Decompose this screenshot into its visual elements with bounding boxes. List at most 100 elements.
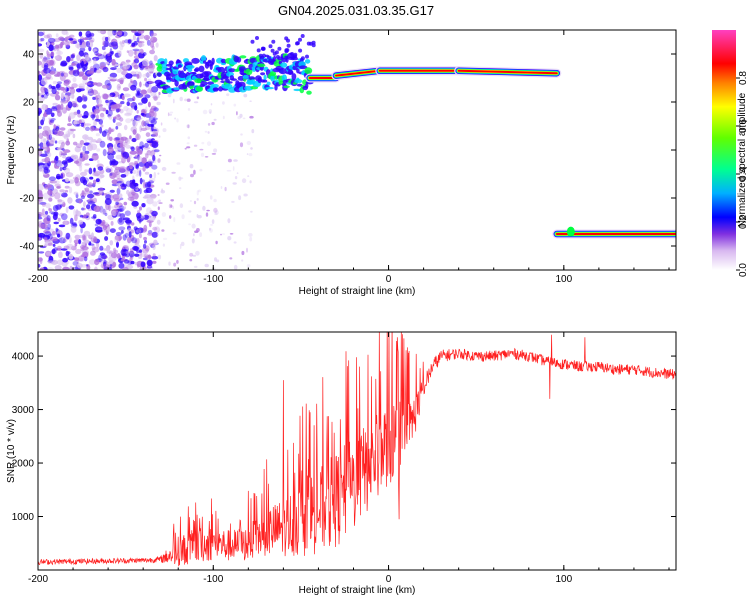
band-blob bbox=[177, 64, 182, 68]
noise-blob bbox=[172, 232, 177, 235]
noise-blob bbox=[38, 211, 43, 218]
noise-blob bbox=[43, 34, 51, 39]
noise-blob bbox=[136, 237, 140, 245]
noise-blob bbox=[120, 174, 127, 178]
noise-blob bbox=[124, 210, 131, 216]
noise-blob bbox=[124, 113, 132, 116]
noise-blob bbox=[157, 172, 160, 175]
noise-blob bbox=[78, 119, 82, 124]
noise-blob bbox=[97, 159, 100, 164]
noise-blob bbox=[66, 56, 71, 63]
noise-blob bbox=[38, 125, 42, 130]
band-blob bbox=[198, 65, 205, 73]
band-blob bbox=[278, 68, 287, 75]
x-tick-label: -200 bbox=[28, 574, 48, 585]
noise-blob bbox=[82, 37, 89, 41]
noise-blob bbox=[222, 101, 225, 105]
noise-blob bbox=[78, 239, 82, 245]
noise-blob bbox=[118, 217, 123, 223]
noise-blob bbox=[186, 146, 191, 149]
noise-blob bbox=[53, 124, 56, 130]
noise-blob bbox=[47, 260, 55, 265]
noise-blob bbox=[92, 82, 98, 86]
noise-blob bbox=[233, 103, 237, 107]
noise-blob bbox=[149, 60, 153, 66]
noise-blob bbox=[200, 152, 205, 157]
spectral-blobs bbox=[38, 30, 676, 270]
noise-blob bbox=[74, 146, 82, 153]
noise-blob bbox=[71, 83, 78, 88]
noise-blob bbox=[79, 44, 87, 49]
noise-blob bbox=[199, 232, 203, 238]
noise-blob bbox=[100, 30, 107, 35]
noise-blob bbox=[45, 251, 51, 256]
noise-blob bbox=[68, 112, 76, 119]
noise-blob bbox=[133, 246, 140, 252]
noise-blob bbox=[131, 237, 138, 244]
colorbar-tick-label: 0.6 bbox=[738, 119, 749, 133]
band-blob bbox=[156, 72, 162, 77]
noise-blob bbox=[82, 104, 87, 109]
noise-blob bbox=[248, 233, 253, 237]
band-blob bbox=[250, 39, 255, 44]
band-blob bbox=[284, 55, 289, 60]
noise-blob bbox=[135, 174, 139, 177]
noise-blob bbox=[125, 144, 131, 149]
noise-blob bbox=[130, 229, 135, 234]
plot-frame bbox=[37, 331, 677, 571]
noise-blob bbox=[139, 81, 142, 88]
noise-blob bbox=[133, 160, 139, 164]
noise-blob bbox=[209, 111, 212, 114]
noise-blob bbox=[78, 161, 83, 168]
noise-blob bbox=[97, 98, 102, 105]
noise-blob bbox=[144, 72, 152, 77]
noise-blob bbox=[99, 252, 106, 256]
noise-blob bbox=[47, 223, 51, 230]
noise-blob bbox=[179, 96, 183, 102]
noise-blob bbox=[125, 59, 131, 63]
noise-blob bbox=[73, 191, 79, 195]
noise-blob bbox=[140, 127, 148, 131]
noise-blob bbox=[49, 139, 55, 146]
noise-blob bbox=[78, 157, 83, 164]
noise-blob bbox=[82, 75, 88, 81]
noise-blob bbox=[209, 228, 213, 233]
noise-blob bbox=[143, 189, 149, 194]
noise-blob bbox=[93, 120, 97, 126]
noise-blob bbox=[121, 156, 126, 164]
noise-blob bbox=[43, 63, 49, 68]
band-blob bbox=[268, 44, 273, 49]
noise-blob bbox=[237, 116, 241, 120]
noise-blob bbox=[113, 198, 121, 202]
noise-blob bbox=[50, 119, 55, 123]
noise-blob bbox=[55, 33, 59, 38]
band-blob bbox=[191, 57, 200, 64]
noise-blob bbox=[130, 84, 137, 91]
noise-blob bbox=[56, 245, 62, 250]
band-blob bbox=[242, 74, 249, 79]
noise-blob bbox=[152, 154, 156, 162]
noise-blob bbox=[169, 113, 172, 116]
noise-blob bbox=[95, 133, 100, 137]
noise-blob bbox=[136, 170, 141, 176]
noise-blob bbox=[153, 171, 157, 179]
noise-blob bbox=[62, 257, 68, 263]
noise-blob bbox=[191, 223, 196, 229]
noise-blob bbox=[68, 34, 75, 38]
noise-blob bbox=[132, 34, 136, 41]
y-tick-label: 0 bbox=[28, 146, 34, 157]
noise-blob bbox=[149, 30, 154, 37]
noise-blob bbox=[116, 187, 121, 195]
noise-blob bbox=[122, 245, 129, 250]
noise-blob bbox=[100, 114, 105, 121]
noise-blob bbox=[97, 30, 105, 34]
noise-blob bbox=[40, 119, 44, 126]
band-blob bbox=[296, 77, 300, 83]
noise-blob bbox=[204, 156, 209, 158]
noise-blob bbox=[89, 41, 94, 48]
noise-blob bbox=[213, 148, 218, 153]
noise-blob bbox=[43, 67, 51, 74]
noise-blob bbox=[193, 144, 198, 147]
noise-blob bbox=[101, 130, 107, 137]
noise-blob bbox=[115, 122, 122, 127]
